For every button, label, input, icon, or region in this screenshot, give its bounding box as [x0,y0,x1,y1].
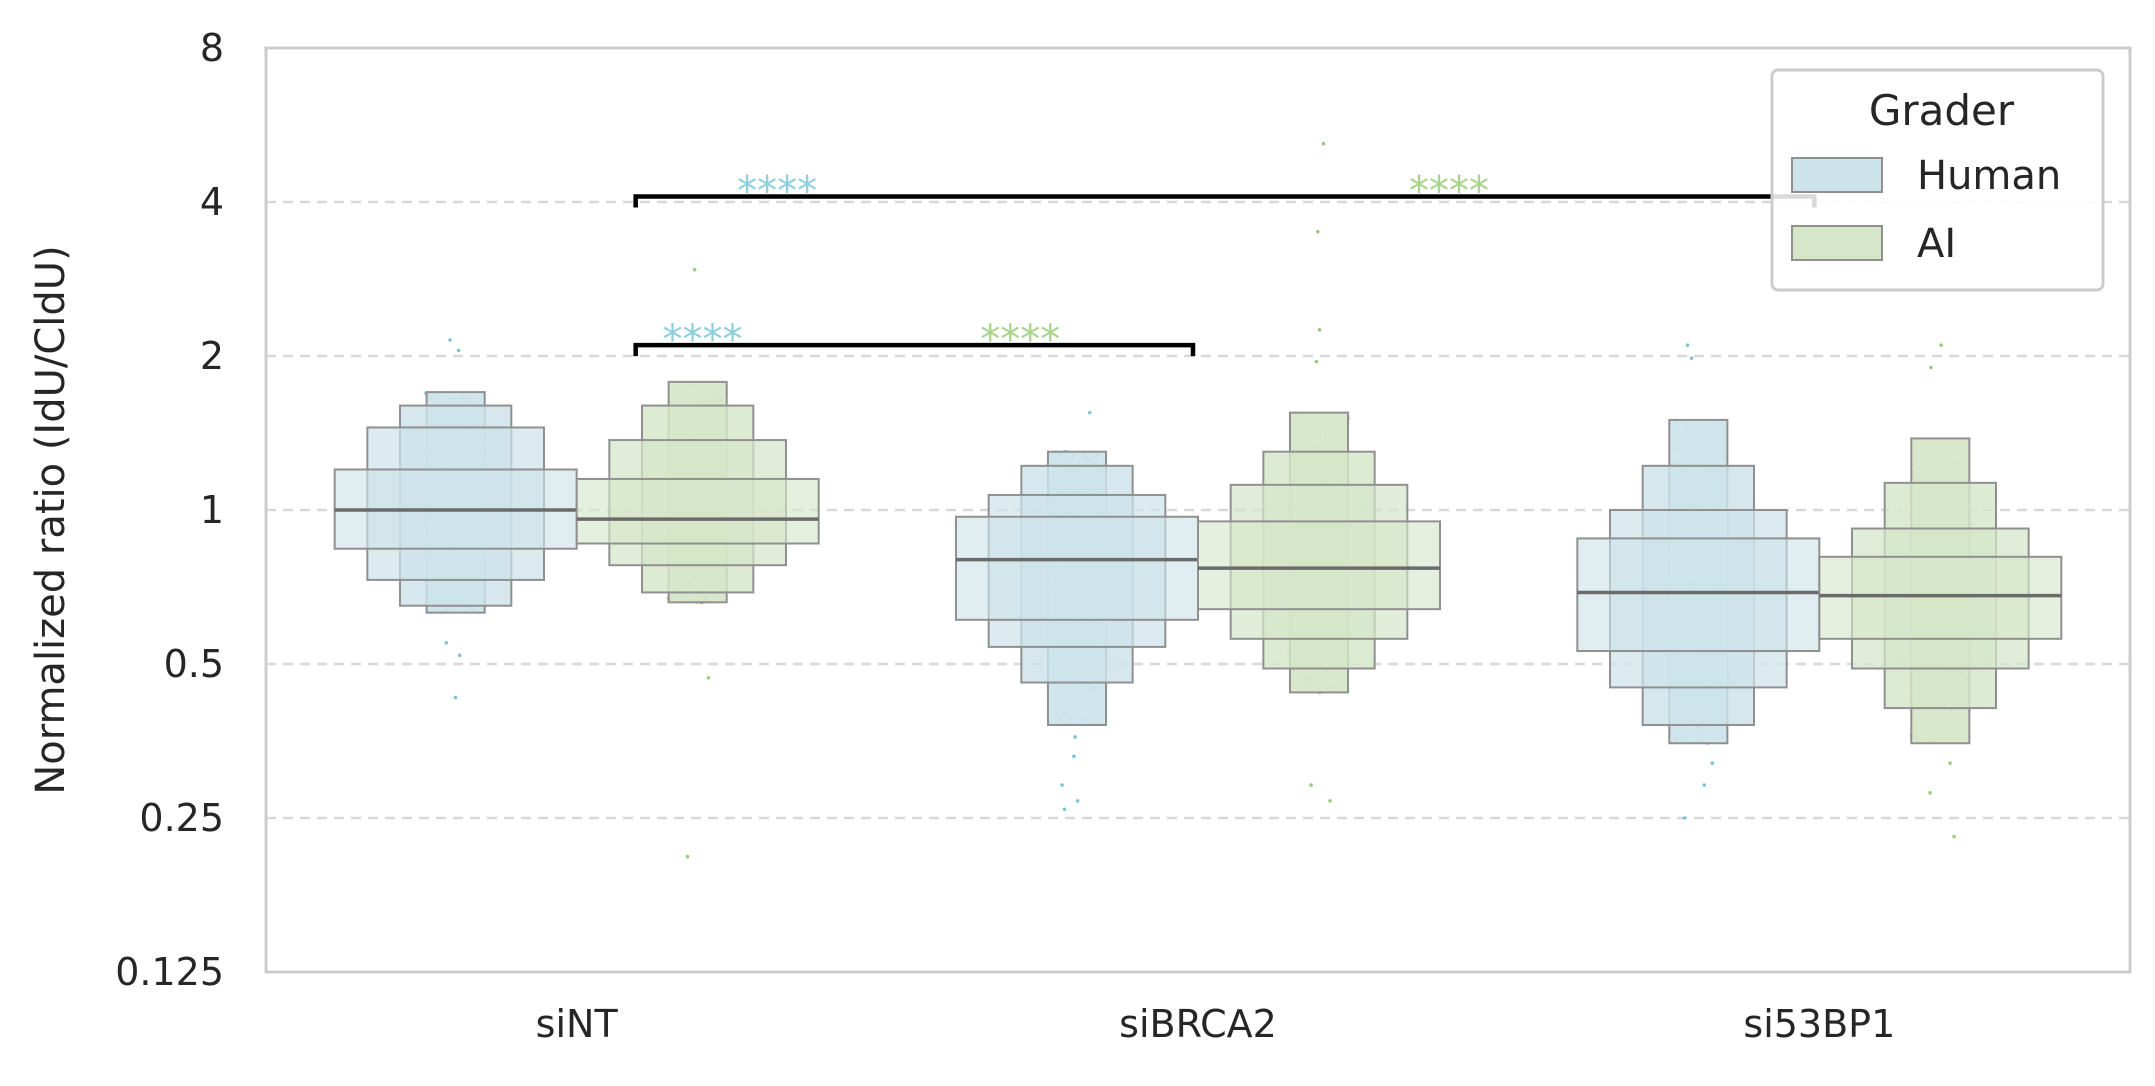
outlier-point [453,695,458,700]
outlier-point [1073,735,1077,739]
legend-swatch [1791,225,1883,261]
outlier-point [692,267,697,272]
outlier-point [1929,365,1933,370]
y-tick-label: 8 [200,26,224,70]
legend-label: AI [1917,221,1956,267]
outlier-point [1075,799,1080,803]
outlier-point [1702,783,1707,787]
boxen-box [1818,555,2063,640]
outlier-point [1948,761,1952,765]
outlier-point [444,641,449,645]
significance-stars: **** [663,317,743,363]
outlier-point [1710,761,1715,765]
legend-title: Grader [1869,86,2015,135]
y-tick-label: 0.25 [139,796,224,840]
outlier-point [706,675,711,680]
outlier-point [448,338,452,342]
y-axis-label: Normalized ratio (IdU/CldU) [28,245,74,794]
outlier-point [456,348,461,353]
boxen-box [955,515,1199,621]
legend: Grader Human AI [1770,68,2105,292]
x-tick-label: siNT [536,1002,619,1046]
outlier-point [1939,343,1943,347]
outlier-point [1685,343,1690,347]
outlier-point [1689,356,1694,361]
y-tick-label: 2 [200,334,224,378]
y-tick-label: 0.125 [115,950,224,994]
outlier-point [1314,359,1319,364]
outlier-point [1072,754,1076,759]
y-tick-labels: 0.125 0.25 0.5 1 2 4 8 [115,26,224,994]
outlier-point [1328,799,1332,803]
significance-stars: **** [980,317,1060,363]
legend-label: Human [1917,153,2061,199]
plot-frame [264,46,2132,974]
y-tick-label: 4 [200,180,224,224]
outlier-point [1060,783,1064,787]
legend-items: Human AI [1791,153,2061,267]
outlier-point [1928,791,1932,795]
outlier-point [685,854,690,859]
outlier-point [1952,834,1956,839]
outlier-point [1682,816,1687,820]
boxen-boxes [333,380,2063,745]
outlier-point [1309,783,1313,787]
boxen-box [1576,537,1821,653]
boxen-box [1197,520,1441,611]
outlier-point [1087,410,1092,415]
significance-bracket [633,342,1196,357]
outlier-point [1062,807,1067,812]
significance-stars: **** [1409,169,1489,215]
outlier-point [1321,141,1326,146]
y-tick-label: 0.5 [164,642,224,686]
y-tick-label: 1 [200,488,224,532]
outlier-point [1315,229,1320,234]
outlier-point [457,653,462,658]
significance-stars: **** [737,169,817,215]
significance-annotations: **** **** **** **** [633,169,1817,363]
x-tick-label: siBRCA2 [1119,1002,1277,1046]
boxen-box [575,477,820,545]
x-tick-labels: siNT siBRCA2 si53BP1 [536,1002,1896,1046]
x-tick-label: si53BP1 [1743,1002,1895,1046]
legend-swatch [1791,157,1883,193]
outlier-point [1317,328,1322,332]
